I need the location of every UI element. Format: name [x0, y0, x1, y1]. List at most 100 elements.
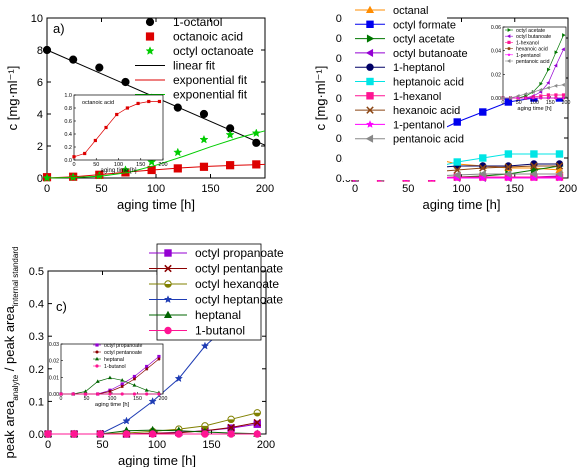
- inset-data-point: [96, 392, 100, 396]
- inset-data-point: [132, 374, 137, 379]
- inset-data-point: [546, 67, 551, 72]
- data-point: [201, 422, 209, 430]
- x-tick-label: 0: [352, 183, 358, 195]
- legend-marker: [366, 92, 374, 100]
- legend-marker: [365, 5, 375, 14]
- x-tick-label: 50: [96, 439, 108, 451]
- inset-data-point: [538, 96, 543, 100]
- inset-legend-marker: [507, 46, 511, 51]
- inset-data-point: [145, 367, 149, 371]
- data-point: [530, 150, 538, 158]
- legend-label: octyl acetate: [393, 34, 455, 46]
- legend-marker: [163, 295, 173, 304]
- inset-data-point: [108, 392, 112, 396]
- data-point: [199, 109, 209, 119]
- inset-x-axis-label: aging time [h]: [95, 402, 130, 408]
- inset-data-point: [561, 93, 566, 97]
- y-axis-label-part: / peak area: [2, 305, 17, 374]
- inset-data-point: [554, 93, 558, 97]
- inset-data-point: [125, 106, 130, 110]
- x-tick-label: 0: [44, 183, 50, 195]
- x-axis-label: aging time [h]: [117, 197, 195, 212]
- legend-marker: [164, 264, 172, 273]
- inset-data-point: [120, 378, 125, 382]
- inset-y-tick-label: 0.03: [49, 342, 59, 348]
- inset-data-point: [120, 384, 124, 389]
- inset-y-tick-label: 0.00: [491, 96, 501, 102]
- data-point: [504, 169, 512, 179]
- inset-y-tick-label: 0.02: [49, 359, 59, 365]
- inset-data-point: [562, 33, 566, 38]
- legend-marker-fill: [164, 284, 172, 288]
- legend-marker: [145, 17, 155, 27]
- y-tick-label: 8: [37, 45, 43, 57]
- data-point: [175, 430, 183, 438]
- y-tick-label: 0: [37, 173, 43, 185]
- legend-marker: [164, 249, 172, 257]
- inset-x-tick-label: 150: [133, 396, 142, 402]
- data-point: [479, 164, 487, 172]
- inset-legend-marker: [95, 364, 99, 368]
- inset-y-tick-label: 0.0: [64, 158, 72, 164]
- inset-data-point: [120, 392, 124, 396]
- inset-data-point: [115, 112, 119, 117]
- data-point: [479, 154, 487, 162]
- inset-legend-label: octyl acetate: [516, 28, 545, 34]
- inset-legend-label: 1-pentanol: [516, 53, 541, 59]
- y-axis-label-subscript: internal standard: [11, 247, 20, 307]
- inset-data-point: [157, 357, 161, 361]
- inset-y-tick-label: 1.0: [64, 93, 72, 99]
- inset-x-axis-label: aging time [h]: [100, 168, 136, 174]
- series-line: [46, 163, 266, 179]
- legend-label: exponential fit: [173, 88, 248, 102]
- data-point: [555, 162, 564, 170]
- y-axis-label: c [mg·ml⁻¹]: [5, 66, 20, 131]
- inset-data-point: [546, 85, 550, 90]
- inset-x-tick-label: 200: [158, 162, 167, 168]
- data-point: [173, 147, 183, 157]
- inset-x-tick-label: 100: [530, 100, 539, 106]
- panel-a: 0 50 100 150 200 0 2 4 6 8 10 aging time [h] c [mg·m…: [5, 13, 274, 212]
- x-tick-label: 100: [452, 183, 470, 195]
- y-tick-label: 0.1: [29, 396, 44, 408]
- x-tick-label: 200: [559, 183, 577, 195]
- inset-x-tick-label: 0: [72, 162, 75, 168]
- inset-data-point: [71, 392, 75, 396]
- inset-x-axis-label: aging time [h]: [517, 106, 552, 112]
- x-tick-label: 50: [402, 183, 414, 195]
- panel-b: 0501001502000.00.10.20.30.40.50.60.70.8a…: [313, 0, 577, 212]
- legend-box: [156, 243, 262, 341]
- data-point: [253, 418, 262, 427]
- inset-legend-marker: [507, 40, 511, 44]
- inset-data-point: [523, 96, 528, 100]
- inset-data-point: [83, 389, 88, 393]
- inset-legend-label: pentanoic acid: [516, 59, 550, 65]
- inset-legend-label: heptanal: [104, 357, 124, 363]
- legend-marker: [366, 20, 374, 29]
- inset-y-tick-label: 0.02: [491, 72, 501, 78]
- y-tick-label: 0.2: [29, 364, 44, 376]
- y-axis-label-part: peak area: [2, 400, 17, 459]
- inset-data-point: [59, 392, 63, 396]
- y-tick-label: 4: [37, 109, 43, 121]
- inset-data-point: [561, 96, 566, 100]
- legend-marker: [366, 63, 374, 71]
- inset-data-point: [157, 392, 161, 396]
- data-point: [253, 420, 261, 428]
- legend-label: octyl heptanoate: [195, 293, 283, 307]
- inset-y-tick-label: 0.2: [64, 145, 72, 151]
- legend-marker: [163, 310, 173, 319]
- data-point: [227, 423, 235, 432]
- legend-marker: [365, 134, 374, 143]
- inset-data-point: [546, 96, 551, 100]
- y-axis-label: peak areaanalyte / peak areainternal sta…: [2, 247, 20, 459]
- legend-label: 1-octanol: [173, 15, 222, 29]
- inset-x-tick-label: 0: [502, 100, 505, 106]
- inset-x-tick-label: 200: [159, 396, 168, 402]
- x-tick-label: 150: [506, 183, 524, 195]
- data-point: [199, 134, 209, 144]
- data-point: [479, 108, 487, 116]
- legend-label: octanal: [393, 5, 428, 17]
